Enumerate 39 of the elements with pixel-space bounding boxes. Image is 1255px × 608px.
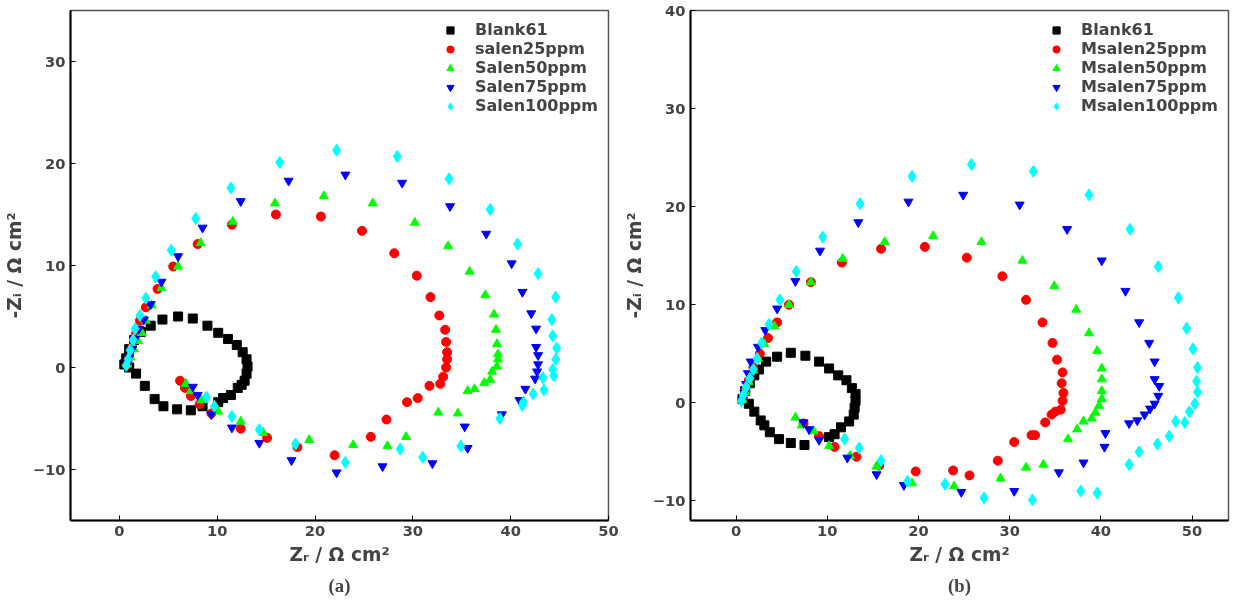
y-tick-label: 0 <box>55 358 66 376</box>
y-axis-title: -Zᵢ / Ω cm² <box>623 212 645 319</box>
y-tick-label: 0 <box>675 393 686 411</box>
x-tick-label: 0 <box>730 521 742 539</box>
legend-label: Blank61 <box>1081 20 1154 39</box>
x-tick-label: 50 <box>598 521 619 539</box>
y-tick-label: 20 <box>665 197 686 215</box>
y-tick-label: 30 <box>45 52 66 70</box>
x-tick-label: 20 <box>304 521 326 539</box>
y-tick-label: −10 <box>32 460 66 478</box>
x-tick-label: 10 <box>207 521 228 539</box>
legend-label: Msalen75ppm <box>1081 77 1207 96</box>
x-axis-title: Zᵣ / Ω cm² <box>289 543 390 565</box>
legend-label: Msalen25ppm <box>1081 39 1207 58</box>
legend-label: salen25ppm <box>474 39 585 58</box>
x-tick-label: 50 <box>1181 521 1203 539</box>
y-tick-label: −10 <box>652 491 686 509</box>
y-tick-label: 40 <box>665 1 686 19</box>
legend-label: Msalen50ppm <box>1081 58 1207 77</box>
y-tick-label: 10 <box>665 295 686 313</box>
y-tick-label: 20 <box>45 154 66 172</box>
text: (b) <box>948 574 971 597</box>
legend-label: Blank61 <box>474 20 548 39</box>
legend-label: Salen75ppm <box>474 77 587 96</box>
legend-label: Salen100ppm <box>474 96 598 115</box>
legend-label: Msalen100ppm <box>1081 96 1218 115</box>
x-tick-label: 10 <box>817 521 838 539</box>
x-tick-label: 40 <box>1090 521 1112 539</box>
x-tick-label: 30 <box>999 521 1020 539</box>
x-axis-title: Zᵣ / Ω cm² <box>909 543 1010 565</box>
x-tick-label: 0 <box>114 521 125 539</box>
text: (a) <box>328 574 351 597</box>
y-tick-label: 10 <box>45 256 66 274</box>
y-tick-label: 30 <box>665 99 686 117</box>
x-tick-label: 30 <box>402 521 424 539</box>
legend-label: Salen50ppm <box>474 58 587 77</box>
y-axis-title: -Zᵢ / Ω cm² <box>3 212 25 319</box>
x-tick-label: 20 <box>908 521 929 539</box>
x-tick-label: 40 <box>500 521 521 539</box>
